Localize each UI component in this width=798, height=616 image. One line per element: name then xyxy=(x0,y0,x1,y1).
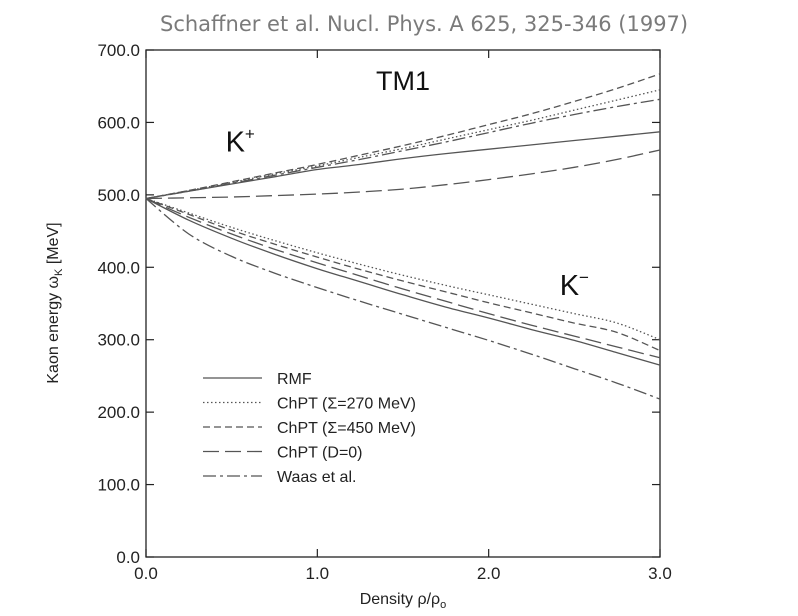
x-tick-label: 2.0 xyxy=(477,564,501,583)
legend-label-waas-et-al: Waas et al. xyxy=(277,469,356,486)
y-tick-label: 500.0 xyxy=(97,186,140,205)
y-tick-label: 600.0 xyxy=(97,113,140,132)
x-tick-label: 3.0 xyxy=(648,564,672,583)
series-line-waas-et-al-kplus xyxy=(145,98,661,200)
series-line-rmf-kplus xyxy=(145,131,661,200)
y-tick-label: 300.0 xyxy=(97,331,140,350)
series-line-rmf-kminus xyxy=(145,197,661,366)
y-tick-label: 700.0 xyxy=(97,41,140,60)
branch-label: K+ xyxy=(226,124,255,158)
plot-frame xyxy=(145,49,661,558)
x-tick-label: 0.0 xyxy=(134,564,158,583)
series-line-chpt-d-0-kminus xyxy=(145,197,661,359)
citation-text: Schaffner et al. Nucl. Phys. A 625, 325-… xyxy=(160,12,689,36)
y-tick-label: 400.0 xyxy=(97,258,140,277)
y-tick-label: 0.0 xyxy=(116,548,140,567)
legend-label-chpt-450-mev: ChPT (Σ=450 MeV) xyxy=(277,420,416,437)
series-line-chpt-450-mev-kminus xyxy=(145,197,661,352)
series-line-chpt-d-0-kplus xyxy=(145,149,661,200)
x-axis-label: Density ρ/ρo xyxy=(360,591,447,611)
model-label: TM1 xyxy=(376,66,430,96)
series-line-chpt-270-mev-kplus xyxy=(145,89,661,200)
y-axis-label: Kaon energy ωK [MeV] xyxy=(45,222,65,383)
legend-label-chpt-d-0: ChPT (D=0) xyxy=(277,445,363,462)
x-tick-label: 1.0 xyxy=(306,564,330,583)
y-tick-label: 100.0 xyxy=(97,476,140,495)
branch-label: K− xyxy=(560,268,589,302)
series-line-chpt-270-mev-kminus xyxy=(145,197,661,341)
y-tick-label: 200.0 xyxy=(97,403,140,422)
legend-label-chpt-270-mev: ChPT (Σ=270 MeV) xyxy=(277,396,416,413)
series-line-waas-et-al-kminus xyxy=(145,198,661,400)
legend-label-rmf: RMF xyxy=(277,371,312,388)
